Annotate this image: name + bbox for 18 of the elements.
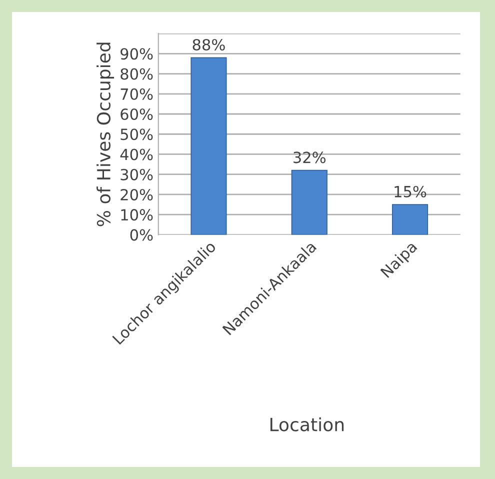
bar: [291, 170, 328, 235]
y-tick-label: 30%: [120, 168, 153, 180]
y-axis-title: % of Hives Occupied: [96, 42, 114, 226]
data-label: 88%: [192, 38, 225, 51]
x-axis-title: Location: [270, 417, 344, 432]
y-tick-label: 40%: [120, 148, 153, 160]
y-tick-label: 60%: [120, 108, 153, 120]
data-label: 32%: [294, 152, 326, 164]
y-tick-label: 10%: [121, 209, 153, 221]
y-tick-label: 80%: [120, 68, 153, 80]
y-tick-label: 50%: [120, 128, 153, 140]
bar: [190, 57, 227, 235]
y-tick-label: 90%: [120, 48, 153, 60]
data-label: 15%: [394, 186, 426, 198]
y-tick-label: 0%: [130, 229, 153, 241]
y-tick-label: 70%: [120, 88, 153, 100]
bar: [392, 204, 428, 235]
y-tick-label: 20%: [120, 188, 153, 200]
